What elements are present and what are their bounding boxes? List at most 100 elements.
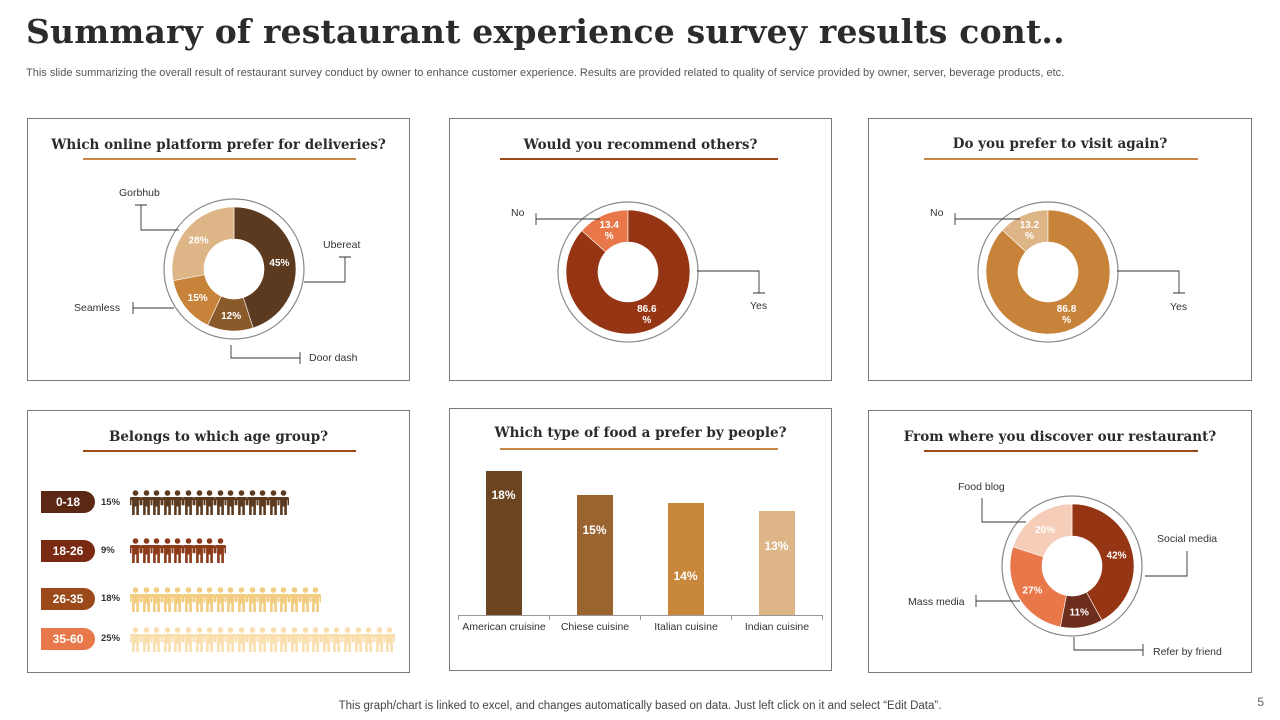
x-tick-label: Chiese cuisine: [560, 621, 630, 633]
callout-line: [230, 345, 301, 364]
panel-age-group: Belongs to which age group? 0-18 15% 18-…: [27, 410, 410, 673]
panel-food-type: Which type of food a prefer by people? 1…: [449, 408, 832, 671]
person-icon: [172, 538, 184, 569]
person-icon: [193, 587, 205, 618]
donut-slice: [1071, 503, 1135, 621]
donut-slice: [1009, 546, 1067, 628]
donut-slice: [171, 206, 235, 281]
person-icon: [130, 627, 141, 658]
data-label: 28%: [189, 236, 209, 247]
panel-delivery-platform: Which online platform prefer for deliver…: [27, 118, 410, 381]
footer-note: This graph/chart is linked to excel, and…: [338, 700, 942, 712]
title-underline: [500, 158, 778, 160]
data-label: 86.6%: [637, 304, 657, 326]
discovery-donut-chart: 42% 11% 27% 20% Food blog Social media Mass…: [908, 481, 1222, 658]
person-icon: [246, 627, 258, 658]
person-icon: [151, 587, 163, 618]
person-icon: [172, 490, 184, 521]
page-title: Summary of restaurant experience survey …: [26, 12, 1065, 51]
person-icon: [310, 587, 322, 618]
donut-slice: [565, 209, 691, 335]
data-label: 42%: [1107, 551, 1127, 562]
callout-lines: [975, 498, 1188, 656]
data-label: 13.2%: [1020, 220, 1040, 242]
person-icon: [267, 587, 279, 618]
person-icon: [183, 490, 194, 521]
x-axis-tick: [458, 615, 459, 620]
panel-discovery: From where you discover our restaurant? …: [868, 410, 1252, 673]
callout-line: [1145, 551, 1188, 577]
person-icon: [373, 627, 385, 658]
panel-title: Belongs to which age group?: [108, 429, 329, 445]
person-icon: [257, 627, 269, 658]
person-icon: [193, 538, 205, 569]
category-label: No: [930, 207, 944, 219]
x-axis-tick: [731, 615, 732, 620]
data-label: 86.8%: [1057, 304, 1077, 326]
age-badge: 35-60: [41, 628, 95, 650]
x-tick-label: American cruisine: [462, 621, 546, 633]
category-label: Yes: [1170, 301, 1187, 313]
person-icon: [204, 490, 216, 521]
category-label: Social media: [1157, 533, 1217, 545]
person-icon: [172, 587, 184, 618]
age-percent: 9%: [101, 545, 115, 556]
person-icon: [140, 587, 152, 618]
category-label: Refer by friend: [1153, 646, 1222, 658]
person-icon: [225, 627, 237, 658]
title-underline: [924, 450, 1198, 452]
age-badge: 0-18: [41, 491, 95, 513]
person-icon: [204, 587, 216, 618]
person-icon: [299, 587, 311, 618]
delivery-donut-chart: 45% 12% 15% 28% Gorbhub Ubereat Seamless Do…: [74, 187, 360, 364]
title-underline: [500, 448, 778, 450]
panel-visit-again: Do you prefer to visit again? 13.2% 86.8%…: [868, 118, 1252, 381]
data-label: 27%: [1022, 585, 1042, 596]
person-icon: [363, 627, 375, 658]
person-icon: [310, 627, 322, 658]
callout-line: [304, 256, 351, 283]
person-icon: [183, 627, 194, 658]
data-label: 12%: [221, 311, 241, 322]
person-icon: [278, 587, 290, 618]
bar-value-label: 13%: [764, 539, 789, 553]
person-icon: [225, 587, 237, 618]
visit-again-donut-chart: 13.2 % 86.8% No Yes: [930, 201, 1187, 343]
x-tick-label: Indian cuisine: [744, 621, 810, 633]
person-icon: [278, 627, 290, 658]
callout-line: [975, 595, 1020, 607]
person-icon: [299, 627, 311, 658]
data-label: 20%: [1035, 525, 1055, 536]
data-label: 13.4%: [599, 220, 619, 242]
person-icon: [257, 587, 269, 618]
donut-slice: [233, 206, 297, 329]
age-percent: 15%: [101, 497, 121, 508]
person-icon: [130, 490, 141, 521]
category-label: Food blog: [958, 481, 1005, 493]
person-icon: [161, 627, 173, 658]
person-icon: [214, 490, 226, 521]
page-subtitle: This slide summarizing the overall resul…: [26, 67, 1065, 79]
person-icon: [267, 490, 279, 521]
person-icon: [267, 627, 279, 658]
person-icon: [225, 490, 237, 521]
donut-slice: [1012, 503, 1073, 558]
age-percent: 18%: [101, 593, 121, 604]
person-icon: [214, 538, 226, 569]
person-icon: [320, 627, 332, 658]
person-icon: [246, 490, 258, 521]
person-icon: [214, 627, 226, 658]
data-label: 11%: [1069, 607, 1089, 618]
person-icon: [278, 490, 290, 521]
category-label: Yes: [750, 300, 767, 312]
callout-line: [135, 204, 179, 231]
person-icon: [331, 627, 343, 658]
bar: 14%: [667, 503, 704, 615]
category-label: Mass media: [908, 596, 965, 608]
bar: 15%: [576, 495, 613, 615]
panel-title: Which type of food a prefer by people?: [494, 425, 787, 441]
person-icon: [140, 538, 152, 569]
callout-line: [535, 213, 600, 225]
x-axis-tick: [822, 615, 823, 620]
category-label: Seamless: [74, 302, 120, 314]
